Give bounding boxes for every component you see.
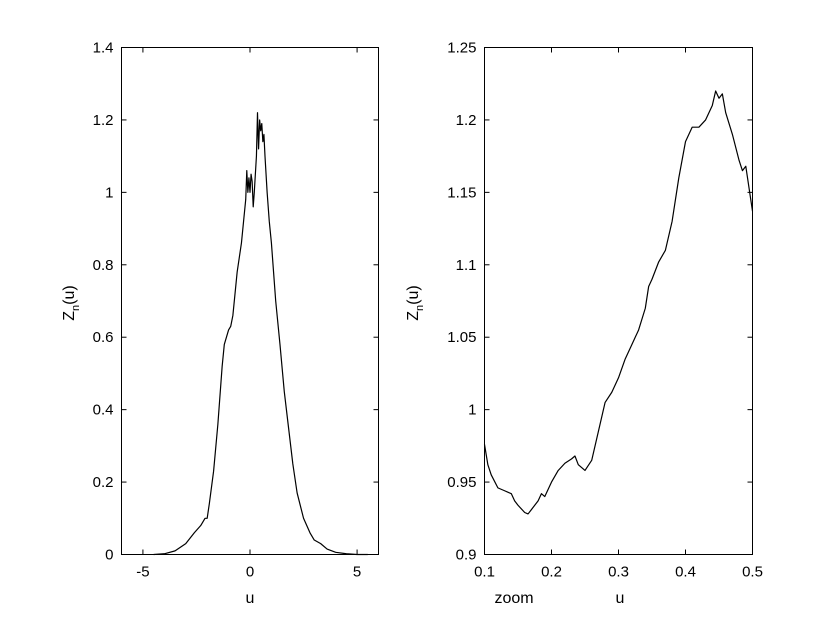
left-ytick-label: 0.6: [93, 329, 114, 346]
right-ytick-label: 0.9: [456, 547, 477, 564]
left-ytick-label: 0.2: [93, 474, 114, 491]
left-ytick-label: 1: [105, 184, 113, 201]
right-axes-frame: [484, 47, 753, 555]
left-xtick-label: 0: [246, 564, 254, 581]
panel-left: -5 0 5 0 0.2 0.4 0.6 0.8 1 1.2 1.4 u Zn(u): [61, 40, 379, 607]
left-xtick-label: -5: [136, 564, 149, 581]
left-ytick-label: 0.4: [93, 402, 114, 419]
right-xtick-label: 0.1: [474, 564, 495, 581]
right-xtick-label: 0.2: [541, 564, 562, 581]
zoom-annotation: zoom: [494, 590, 533, 607]
right-ytick-label: 1.15: [447, 184, 476, 201]
panel-right: 0.1 0.2 0.3 0.4 0.5 0.9 0.95 1 1.05 1.1 1.15 1.2 1.2…: [405, 40, 763, 608]
left-xtick-label: 5: [353, 564, 361, 581]
right-ticks: 0.1 0.2 0.3 0.4 0.5 0.9 0.95 1 1.05 1.1 1.15 1.2 1.2…: [447, 40, 763, 581]
left-ytick-label: 0: [105, 547, 113, 564]
left-xlabel: u: [246, 590, 255, 607]
left-ytick-label: 0.8: [93, 257, 114, 274]
right-ytick-label: 0.95: [447, 474, 476, 491]
left-axes-frame: [121, 47, 379, 555]
right-ytick-label: 1.1: [456, 257, 477, 274]
right-ytick-label: 1.25: [447, 40, 476, 57]
left-ylabel: Zn(u): [61, 285, 82, 320]
left-ticks: -5 0 5 0 0.2 0.4 0.6 0.8 1 1.2 1.4: [93, 40, 379, 581]
right-xlabel: u: [616, 590, 625, 607]
right-xtick-label: 0.4: [675, 564, 696, 581]
right-xtick-label: 0.3: [608, 564, 629, 581]
right-series-line: [483, 90, 754, 515]
left-ytick-label: 1.4: [93, 40, 114, 57]
right-xtick-label: 0.5: [742, 564, 763, 581]
left-ytick-label: 1.2: [93, 112, 114, 129]
right-ytick-label: 1.05: [447, 329, 476, 346]
left-series-line: [153, 112, 368, 556]
right-ylabel: Zn(u): [405, 285, 426, 320]
right-ytick-label: 1: [468, 402, 476, 419]
right-ytick-label: 1.2: [456, 112, 477, 129]
